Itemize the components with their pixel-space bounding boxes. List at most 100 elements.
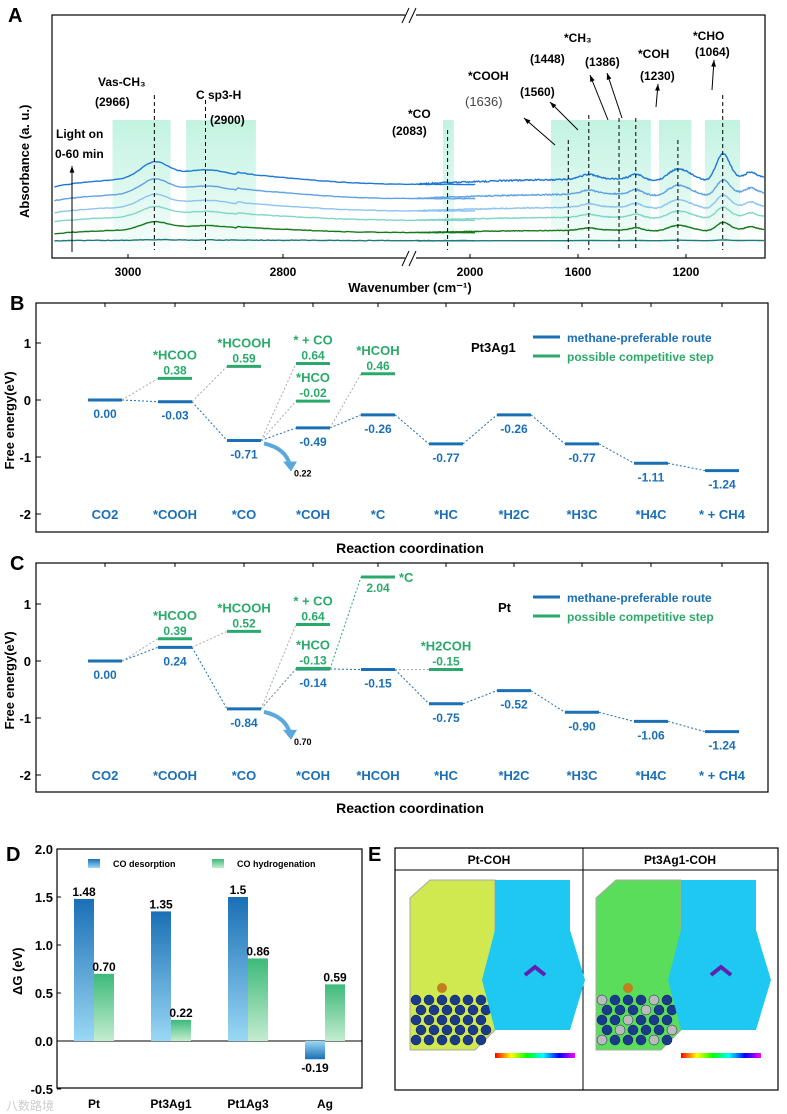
y-tick-label: -1	[19, 711, 31, 726]
platinum-atom	[411, 1035, 421, 1045]
platinum-atom	[455, 1005, 465, 1015]
annotation-value: (1636)	[465, 94, 503, 109]
highlight-band	[443, 120, 454, 250]
competitive-species-label: *HCOO	[153, 347, 197, 362]
light-duration-label: 0-60 min	[55, 147, 104, 161]
y-axis-label: ΔG (eV)	[10, 947, 25, 995]
category-label: * + CH4	[699, 768, 746, 783]
adsorbate-atom	[437, 983, 447, 993]
platinum-atom	[636, 995, 646, 1005]
platinum-atom	[610, 1015, 620, 1025]
competitive-value-label: 0.38	[163, 363, 187, 377]
bar-value-label: 0.86	[246, 944, 270, 958]
annotation-value: (2900)	[210, 113, 245, 127]
platinum-atom	[442, 1005, 452, 1015]
annotation-label: *COOH	[468, 69, 509, 83]
bar-value-label: 0.70	[92, 960, 116, 974]
y-tick-label: 2.0	[35, 842, 53, 857]
energy-value-label: -1.06	[637, 728, 665, 742]
y-tick-label: 1	[24, 336, 31, 351]
category-label: *COOH	[153, 507, 197, 522]
category-label: *COOH	[153, 768, 197, 783]
platinum-atom	[636, 1015, 646, 1025]
competitive-value-label: -0.13	[299, 653, 327, 667]
arrowhead	[590, 75, 595, 82]
x-axis-label: Reaction coordination	[336, 800, 484, 816]
category-label: *HC	[434, 507, 458, 522]
platinum-atom	[463, 995, 473, 1005]
panel-label-d: D	[6, 844, 20, 866]
energy-value-label: -0.15	[364, 677, 392, 691]
annotation-label: *COH	[638, 47, 669, 61]
platinum-atom	[662, 1015, 672, 1025]
route-connector	[668, 463, 705, 470]
platinum-atom	[654, 1025, 664, 1035]
competitive-species-label: *HCOO	[153, 608, 197, 623]
platinum-atom	[628, 1025, 638, 1035]
platinum-atom	[429, 1025, 439, 1035]
bar-co-desorption	[151, 911, 171, 1041]
route-connector	[192, 647, 227, 709]
platinum-atom	[424, 1015, 434, 1025]
route-connector	[668, 721, 705, 731]
bar-co-hydrogenation	[325, 984, 345, 1041]
platinum-atom	[610, 995, 620, 1005]
platinum-atom	[455, 1025, 465, 1035]
energy-value-label: -0.71	[230, 447, 258, 461]
platinum-atom	[597, 1015, 607, 1025]
annotation-label: *CO	[408, 107, 431, 121]
competitive-value-label: -0.15	[432, 655, 460, 669]
platinum-atom	[424, 995, 434, 1005]
energy-value-label: -0.75	[432, 711, 460, 725]
energy-value-label: -0.14	[299, 676, 327, 690]
energy-value-label: -0.26	[364, 422, 392, 436]
competitive-connector	[261, 625, 296, 709]
competitive-connector	[122, 378, 158, 400]
category-label: * + CH4	[699, 507, 746, 522]
panel-label-a: A	[8, 5, 22, 27]
x-tick-label: 1200	[673, 265, 700, 279]
category-label: Ag	[317, 1097, 333, 1111]
platinum-atom	[662, 1035, 672, 1045]
energy-value-label: -0.52	[500, 698, 528, 712]
y-tick-label: -0.5	[31, 1082, 53, 1097]
y-tick-label: -2	[19, 768, 31, 783]
x-axis-label: Wavenumber (cm⁻¹)	[348, 280, 471, 295]
adsorbate-atom	[623, 983, 633, 993]
light-on-label: Light on	[56, 127, 103, 141]
competitive-connector	[261, 668, 296, 708]
platinum-atom	[623, 995, 633, 1005]
panel-label-c: C	[10, 553, 24, 575]
bar-value-label: 0.22	[169, 1006, 193, 1020]
platinum-atom	[641, 1025, 651, 1035]
category-label: *COH	[296, 507, 330, 522]
energy-value-label: -0.03	[161, 409, 189, 423]
arrowhead	[70, 166, 75, 173]
legend-label-competitive: possible competitive step	[567, 350, 714, 364]
route-connector	[531, 415, 565, 444]
competitive-species-label: *HCO	[296, 370, 330, 385]
platinum-atom	[476, 995, 486, 1005]
annotation-value: (1560)	[520, 85, 555, 99]
platinum-atom	[429, 1005, 439, 1015]
route-connector	[330, 669, 361, 670]
platinum-atom	[437, 1015, 447, 1025]
annotation-label: *CH₃	[564, 31, 592, 45]
platinum-atom	[476, 1015, 486, 1025]
x-tick-label: 2000	[457, 265, 484, 279]
annotation-value: (1230)	[640, 69, 675, 83]
silver-atom	[649, 1035, 659, 1045]
platinum-atom	[442, 1025, 452, 1035]
annotation-value: (1448)	[530, 52, 565, 66]
annotation-arrow	[590, 75, 608, 120]
annotation-label: *CHO	[693, 29, 724, 43]
silver-atom	[641, 1005, 651, 1015]
competitive-connector	[261, 401, 296, 440]
route-connector	[330, 415, 361, 428]
category-label: *CO	[232, 768, 257, 783]
platinum-atom	[649, 1015, 659, 1025]
platinum-atom	[424, 1035, 434, 1045]
legend-label-hydrogenation: CO hydrogenation	[237, 859, 316, 869]
competitive-species-label: * + CO	[293, 594, 332, 609]
energy-value-label: -1.11	[638, 470, 665, 484]
